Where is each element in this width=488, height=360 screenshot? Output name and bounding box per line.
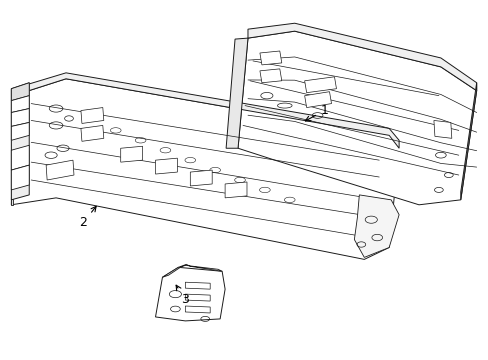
Polygon shape <box>11 89 13 205</box>
Polygon shape <box>190 170 212 186</box>
Polygon shape <box>225 38 247 148</box>
Polygon shape <box>224 182 246 198</box>
Polygon shape <box>238 31 476 205</box>
Polygon shape <box>304 92 331 108</box>
Polygon shape <box>433 121 451 138</box>
Polygon shape <box>260 51 281 65</box>
Polygon shape <box>11 165 29 190</box>
Polygon shape <box>13 73 398 148</box>
Polygon shape <box>155 158 177 174</box>
Polygon shape <box>185 306 210 313</box>
Polygon shape <box>11 145 29 170</box>
Polygon shape <box>155 267 224 321</box>
Polygon shape <box>460 83 476 200</box>
Polygon shape <box>46 160 74 180</box>
Polygon shape <box>11 122 29 140</box>
Polygon shape <box>185 294 210 301</box>
Polygon shape <box>11 109 29 126</box>
Polygon shape <box>304 77 336 93</box>
Polygon shape <box>185 282 210 289</box>
Text: 1: 1 <box>305 104 328 121</box>
Polygon shape <box>11 79 398 260</box>
Polygon shape <box>162 264 222 277</box>
Polygon shape <box>354 195 398 257</box>
Polygon shape <box>81 108 103 123</box>
Polygon shape <box>260 69 281 83</box>
Polygon shape <box>247 23 476 91</box>
Polygon shape <box>11 83 29 200</box>
Polygon shape <box>81 125 103 141</box>
Text: 2: 2 <box>79 206 96 229</box>
Polygon shape <box>11 83 29 100</box>
Text: 3: 3 <box>176 285 189 306</box>
Polygon shape <box>121 146 142 162</box>
Polygon shape <box>11 96 29 113</box>
